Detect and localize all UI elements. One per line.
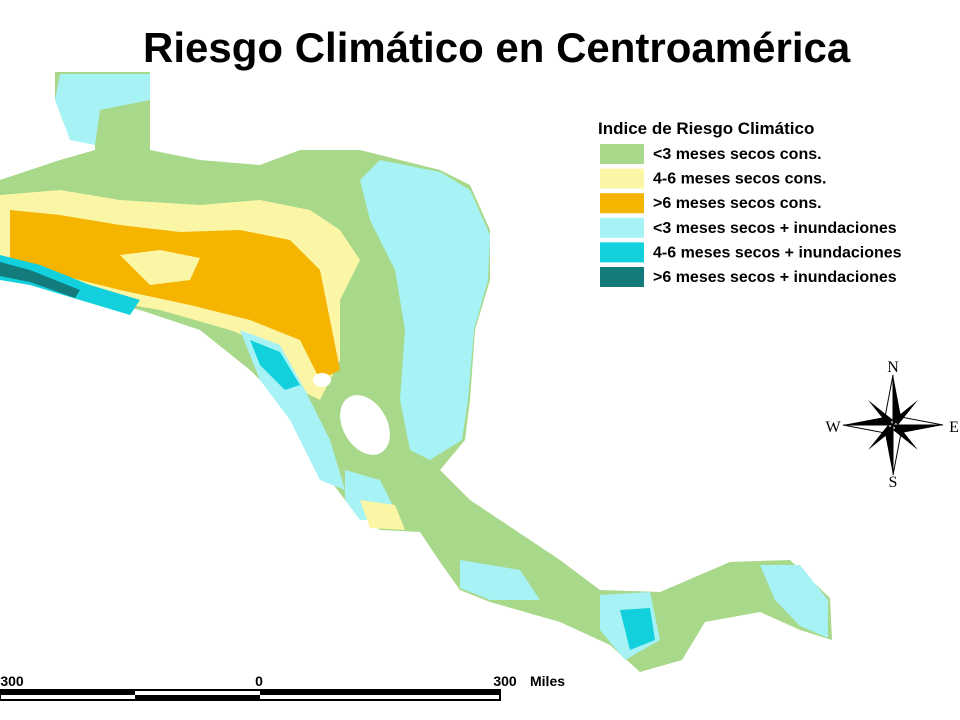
legend-label: >6 meses secos cons.	[653, 195, 822, 212]
scale-bar	[0, 689, 501, 701]
legend-label: >6 meses secos + inundaciones	[653, 269, 897, 286]
legend-swatch	[600, 168, 644, 189]
compass	[842, 374, 944, 476]
scale-unit: Miles	[530, 673, 565, 689]
legend-swatch	[600, 193, 644, 214]
scale-label: 300	[493, 673, 517, 689]
legend-label: <3 meses secos + inundaciones	[653, 220, 897, 237]
legend-swatch	[600, 267, 644, 287]
legend-label: 4-6 meses secos + inundaciones	[653, 244, 902, 261]
legend-label: 4-6 meses secos cons.	[653, 171, 826, 188]
legend-swatch	[600, 144, 644, 164]
legend-label: <3 meses secos cons.	[653, 146, 822, 163]
compass-south: S	[889, 474, 898, 491]
legend-swatch	[600, 217, 644, 238]
legend-title: Indice de Riesgo Climático	[598, 119, 814, 138]
scale-label: 0	[255, 673, 263, 689]
land	[0, 72, 832, 672]
map-title: Riesgo Climático en Centroamérica	[143, 24, 851, 71]
compass-east: E	[949, 419, 959, 436]
compass-west: W	[825, 419, 841, 436]
legend-swatch	[600, 242, 644, 263]
scale-label: 300	[0, 673, 24, 689]
legend: <3 meses secos cons. 4-6 meses secos cons…	[600, 144, 902, 287]
compass-north: N	[887, 359, 899, 376]
